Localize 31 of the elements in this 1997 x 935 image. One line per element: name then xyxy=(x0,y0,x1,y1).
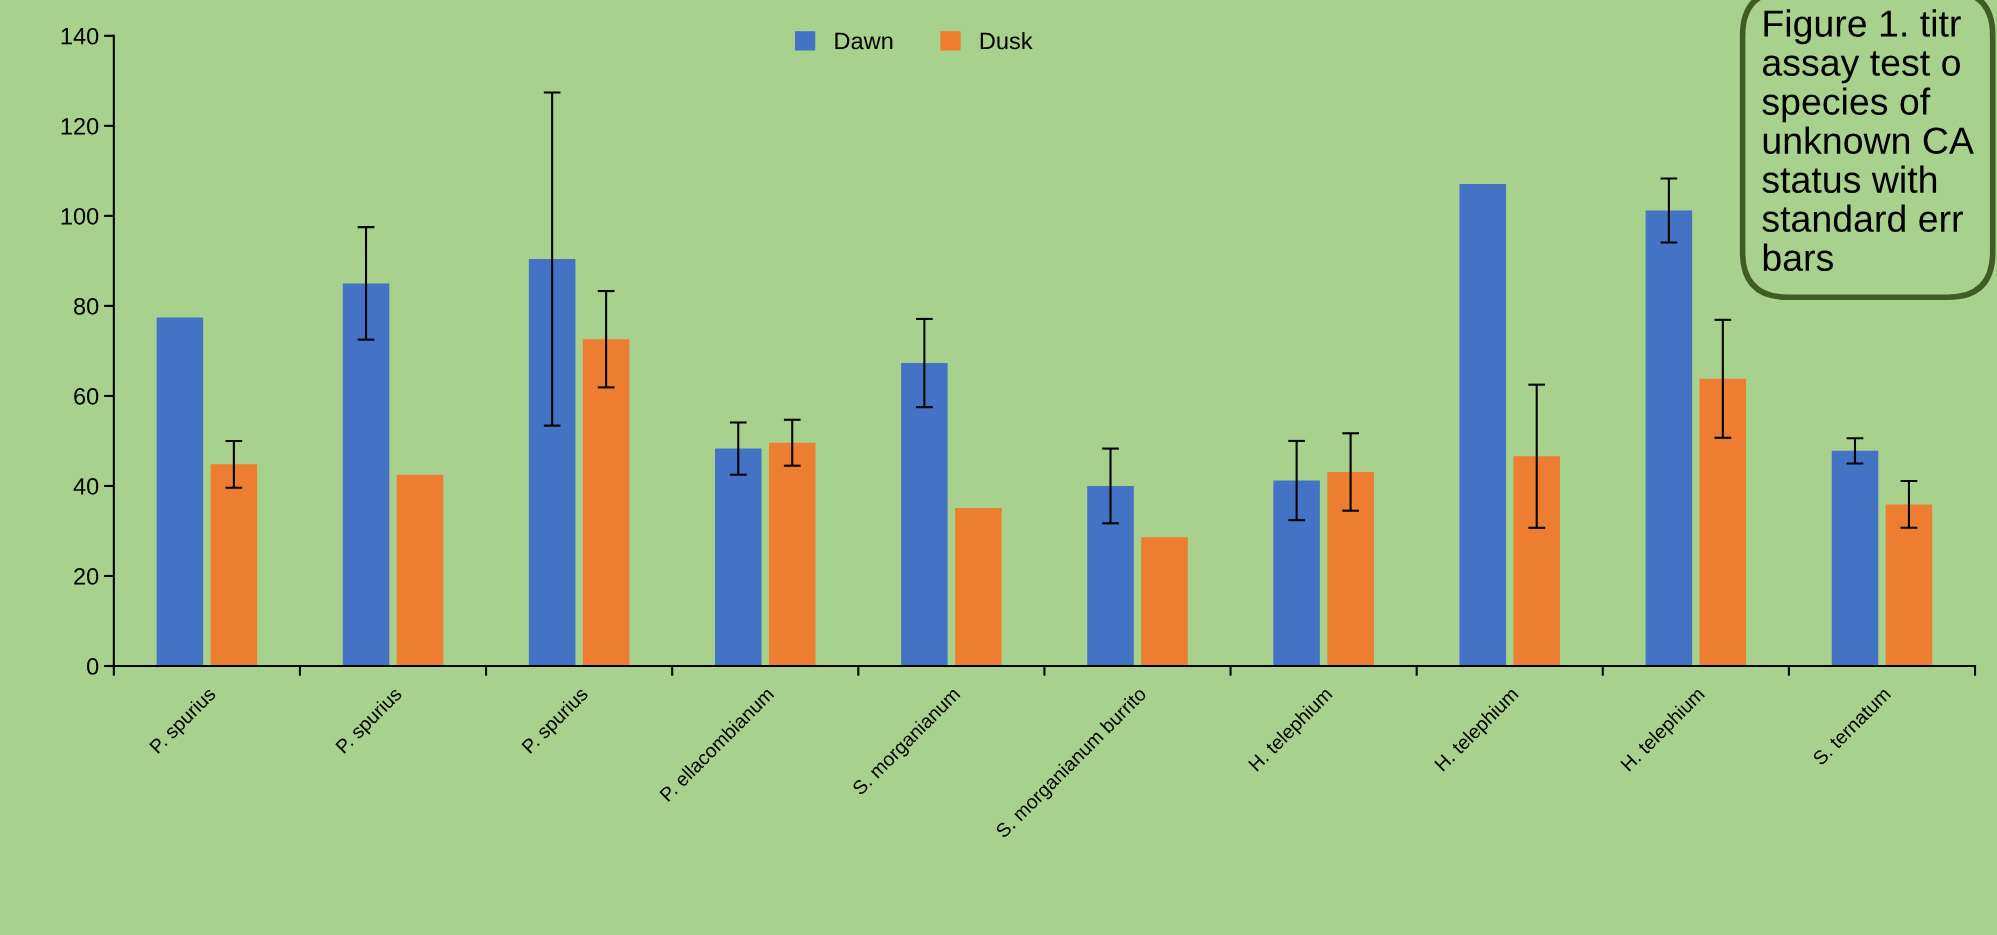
bar xyxy=(582,339,630,666)
bar xyxy=(715,448,762,666)
bar xyxy=(210,464,258,666)
bar xyxy=(156,317,204,666)
bar xyxy=(1699,378,1747,666)
bar xyxy=(1327,471,1374,666)
y-tick-label: 40 xyxy=(73,478,99,495)
bar xyxy=(955,508,1002,666)
bar xyxy=(1459,183,1507,666)
bar xyxy=(1513,456,1560,666)
y-tick-label: 60 xyxy=(74,387,99,405)
annotation: Figure 1. titr assay test o species of unknown CA status with standard err bars xyxy=(1762,9,1974,272)
bar xyxy=(342,283,390,666)
bar xyxy=(396,474,444,666)
y-tick-label: 140 xyxy=(61,27,99,45)
bar xyxy=(768,442,816,666)
bar xyxy=(1273,480,1320,666)
bar xyxy=(1831,450,1879,666)
y-tick-label: 120 xyxy=(61,117,99,135)
legend-label: Dusk xyxy=(980,31,1033,50)
bar xyxy=(1885,504,1933,666)
bar xyxy=(1087,485,1134,666)
bar xyxy=(901,363,948,666)
y-tick-label: 20 xyxy=(74,568,99,585)
y-tick-label: 80 xyxy=(74,297,99,315)
y-tick-label: 100 xyxy=(61,207,99,225)
bar xyxy=(1645,210,1693,666)
bar xyxy=(1141,537,1188,666)
y-tick-label: 0 xyxy=(87,658,99,675)
legend-label: Dawn xyxy=(835,32,893,50)
bar xyxy=(528,259,576,666)
